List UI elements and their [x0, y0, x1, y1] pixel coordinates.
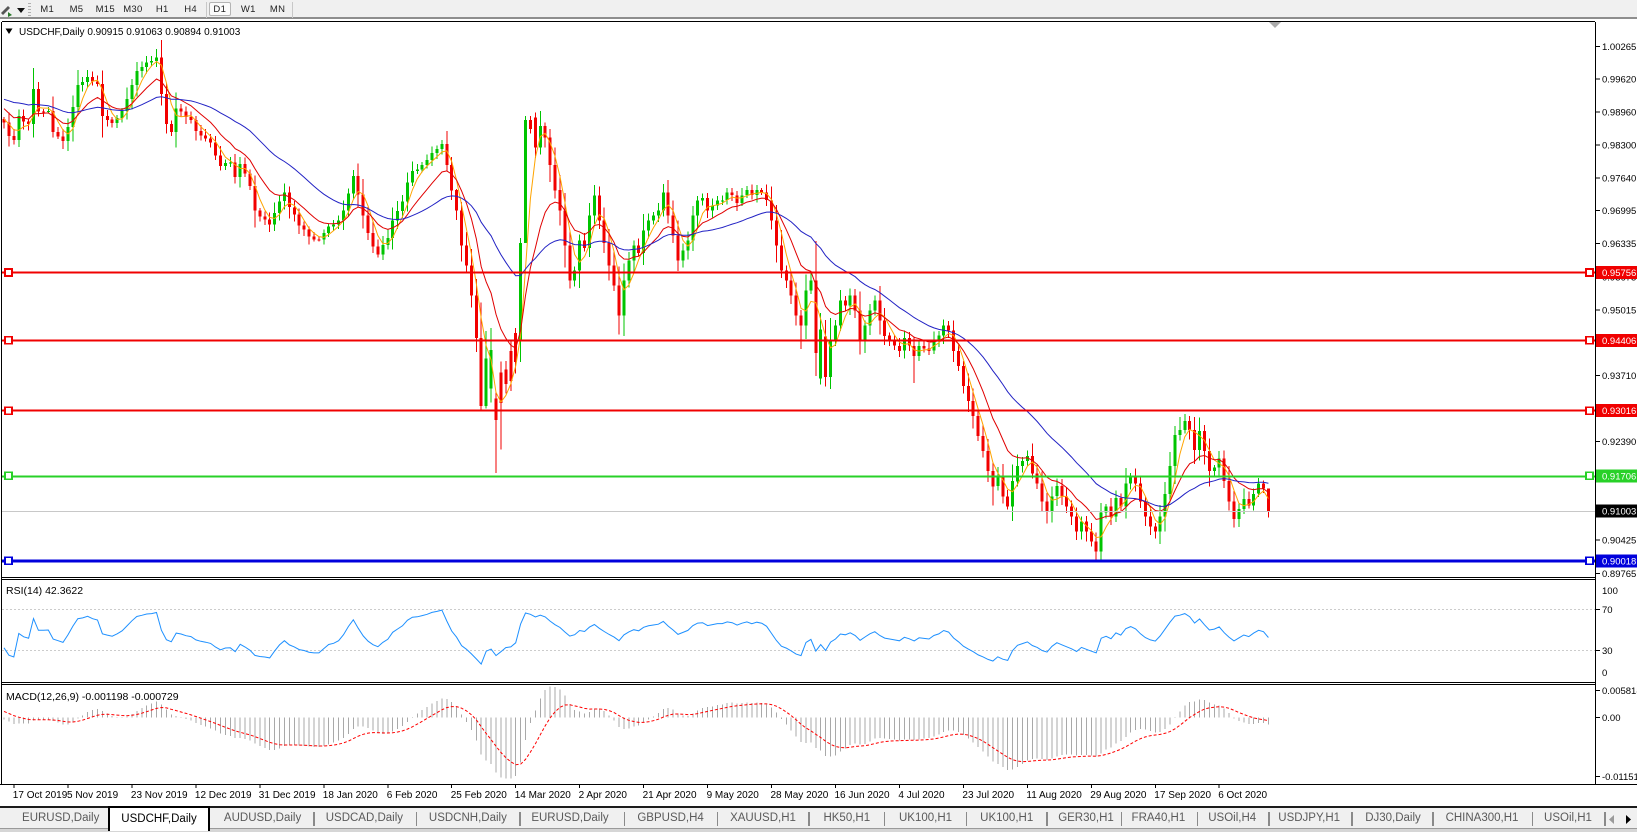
svg-text:6 Feb 2020: 6 Feb 2020	[387, 790, 438, 801]
svg-text:0.90425: 0.90425	[1602, 536, 1636, 547]
svg-text:0.96995: 0.96995	[1602, 206, 1636, 217]
svg-text:100: 100	[1602, 586, 1618, 597]
svg-text:14 Mar 2020: 14 Mar 2020	[515, 790, 572, 801]
svg-text:2 Apr 2020: 2 Apr 2020	[579, 790, 628, 801]
svg-text:0.92390: 0.92390	[1602, 437, 1636, 448]
svg-text:70: 70	[1602, 605, 1613, 616]
svg-text:16 Jun 2020: 16 Jun 2020	[835, 790, 890, 801]
svg-text:4 Jul 2020: 4 Jul 2020	[898, 790, 945, 801]
svg-text:31 Dec 2019: 31 Dec 2019	[259, 790, 316, 801]
svg-text:30: 30	[1602, 646, 1613, 657]
svg-text:0: 0	[1602, 668, 1607, 679]
svg-text:18 Jan 2020: 18 Jan 2020	[323, 790, 378, 801]
svg-text:12 Dec 2019: 12 Dec 2019	[195, 790, 252, 801]
svg-text:USDCHF,Daily 0.90915 0.91063: USDCHF,Daily 0.90915 0.91063 0.90894 0.9…	[19, 27, 241, 38]
svg-text:0.94406: 0.94406	[1602, 336, 1636, 347]
svg-text:0.97640: 0.97640	[1602, 174, 1636, 185]
svg-text:25 Feb 2020: 25 Feb 2020	[451, 790, 508, 801]
svg-text:23 Jul 2020: 23 Jul 2020	[962, 790, 1014, 801]
svg-text:6 Oct 2020: 6 Oct 2020	[1218, 790, 1267, 801]
svg-text:0.00: 0.00	[1602, 713, 1621, 724]
svg-text:0.98300: 0.98300	[1602, 141, 1636, 152]
svg-text:17 Oct 2019: 17 Oct 2019	[13, 790, 68, 801]
svg-text:0.89765: 0.89765	[1602, 569, 1636, 580]
svg-text:0.93016: 0.93016	[1602, 406, 1636, 417]
svg-text:0.96335: 0.96335	[1602, 239, 1636, 250]
svg-text:1.00265: 1.00265	[1602, 42, 1636, 53]
svg-text:23 Nov 2019: 23 Nov 2019	[131, 790, 188, 801]
svg-text:0.93710: 0.93710	[1602, 371, 1636, 382]
svg-text:-0.011514: -0.011514	[1602, 772, 1637, 783]
svg-text:0.91003: 0.91003	[1602, 507, 1636, 518]
svg-text:0.005818: 0.005818	[1602, 686, 1637, 697]
svg-text:0.90018: 0.90018	[1602, 556, 1636, 567]
svg-text:9 May 2020: 9 May 2020	[707, 790, 760, 801]
svg-text:11 Aug 2020: 11 Aug 2020	[1026, 790, 1082, 801]
svg-text:0.99620: 0.99620	[1602, 74, 1636, 85]
svg-text:17 Sep 2020: 17 Sep 2020	[1154, 790, 1211, 801]
svg-text:21 Apr 2020: 21 Apr 2020	[643, 790, 697, 801]
svg-text:0.95756: 0.95756	[1602, 268, 1636, 279]
svg-text:RSI(14) 42.3622: RSI(14) 42.3622	[6, 585, 83, 597]
svg-text:0.98960: 0.98960	[1602, 108, 1636, 119]
svg-text:MACD(12,26,9) -0.001198 -0.000: MACD(12,26,9) -0.001198 -0.000729	[6, 691, 179, 703]
svg-text:5 Nov 2019: 5 Nov 2019	[67, 790, 119, 801]
svg-text:28 May 2020: 28 May 2020	[771, 790, 829, 801]
svg-text:0.91706: 0.91706	[1602, 471, 1636, 482]
svg-text:0.95015: 0.95015	[1602, 305, 1636, 316]
svg-text:29 Aug 2020: 29 Aug 2020	[1090, 790, 1147, 801]
